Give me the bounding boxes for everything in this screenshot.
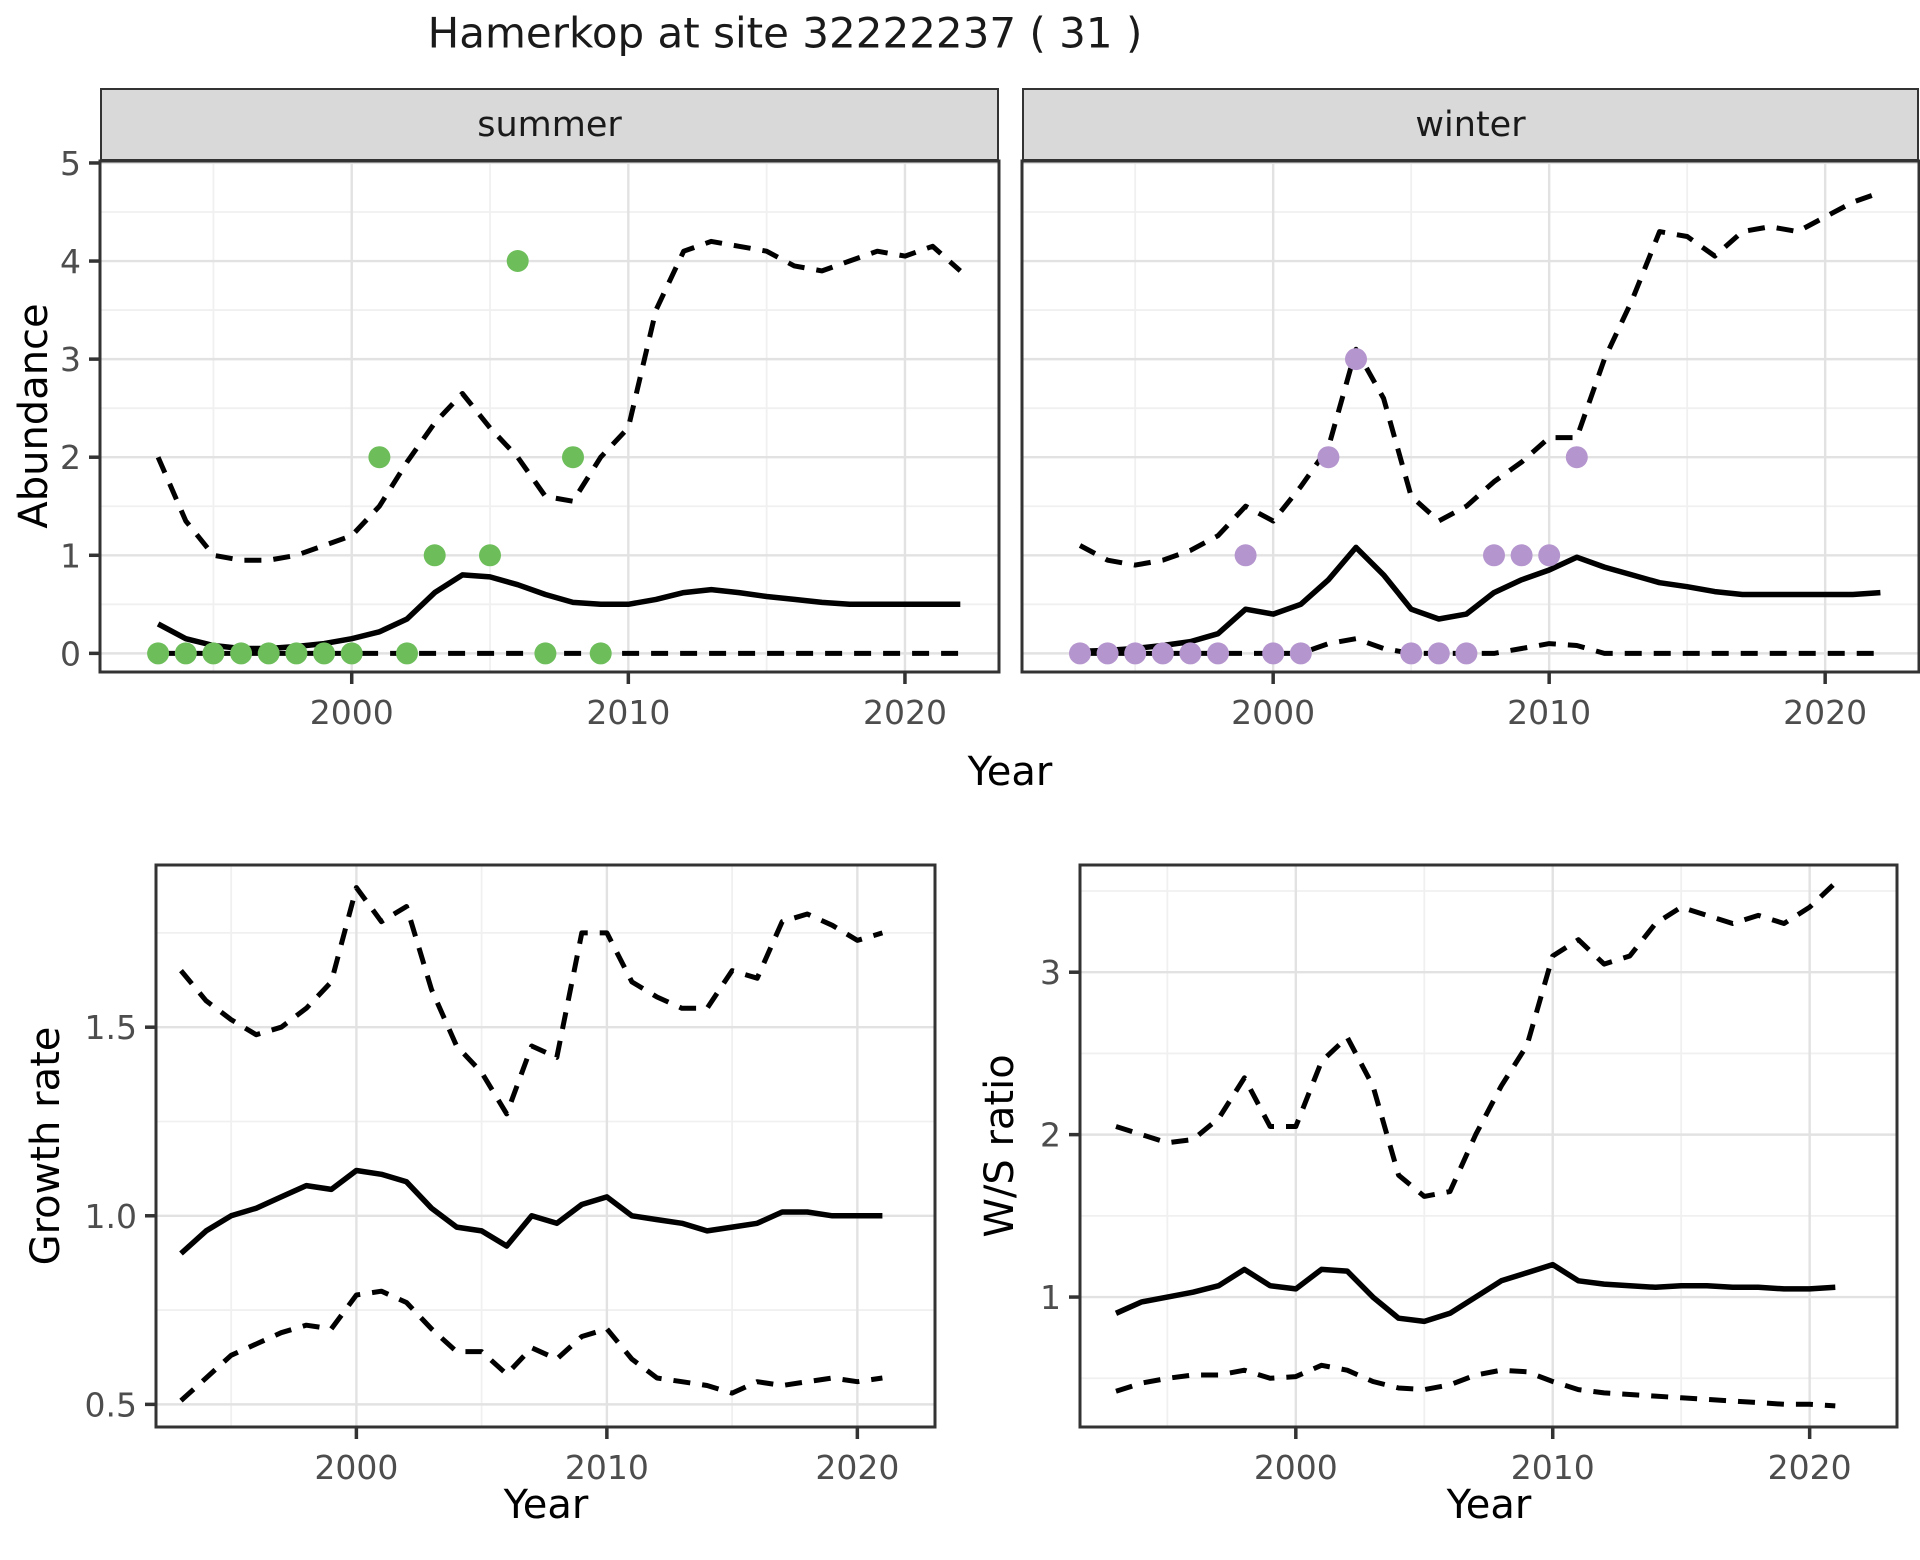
facet-label-winter: winter	[1415, 104, 1526, 145]
svg-text:2020: 2020	[863, 693, 947, 732]
svg-text:2: 2	[1040, 1116, 1061, 1155]
svg-text:2010: 2010	[1507, 693, 1591, 732]
svg-text:2010: 2010	[1511, 1448, 1595, 1487]
year-axis-title-bottom-right: Year	[1446, 1482, 1532, 1528]
svg-text:3: 3	[1040, 953, 1061, 992]
ws-ratio-axis-title: W/S ratio	[977, 1054, 1023, 1238]
summer-abundance-plot: 2000 2010 2020 0 1 2 3 4 5	[60, 144, 1001, 732]
svg-text:3: 3	[60, 340, 81, 379]
ws-ratio-plot: 2000 2010 2020 1 2 3	[1040, 863, 1899, 1487]
svg-text:1: 1	[60, 536, 81, 575]
svg-text:1.5: 1.5	[85, 1008, 137, 1047]
growth-rate-plot: 2000 2010 2020 0.5 1.0 1.5	[85, 863, 937, 1487]
svg-text:2020: 2020	[815, 1448, 899, 1487]
svg-text:2000: 2000	[310, 693, 394, 732]
svg-text:2020: 2020	[1783, 693, 1867, 732]
year-axis-title-bottom-left: Year	[503, 1482, 589, 1528]
svg-text:2000: 2000	[314, 1448, 398, 1487]
svg-text:2: 2	[60, 438, 81, 477]
svg-text:2000: 2000	[1231, 693, 1315, 732]
facet-label-summer: summer	[477, 104, 622, 145]
svg-text:1: 1	[1040, 1278, 1061, 1317]
year-axis-title-top: Year	[967, 749, 1053, 795]
growth-rate-axis-title: Growth rate	[23, 1026, 69, 1266]
winter-abundance-plot: 2000 2010 2020	[1020, 159, 1920, 732]
svg-text:2000: 2000	[1254, 1448, 1338, 1487]
svg-text:2010: 2010	[586, 693, 670, 732]
chart-title: Hamerkop at site 32222237 ( 31 )	[427, 8, 1143, 58]
svg-text:4: 4	[60, 242, 81, 281]
svg-text:2010: 2010	[565, 1448, 649, 1487]
svg-text:2020: 2020	[1768, 1448, 1852, 1487]
svg-text:1.0: 1.0	[85, 1197, 137, 1236]
svg-text:0.5: 0.5	[85, 1385, 137, 1424]
svg-text:0: 0	[60, 634, 81, 673]
abundance-axis-title: Abundance	[11, 303, 57, 529]
facet-strip-summer: summer	[100, 88, 999, 161]
svg-text:5: 5	[60, 144, 81, 183]
